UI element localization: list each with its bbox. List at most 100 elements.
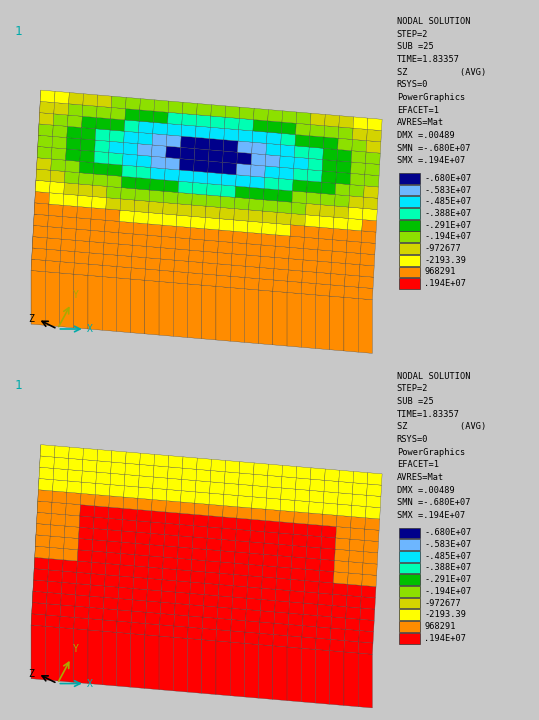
Polygon shape — [291, 568, 306, 580]
Polygon shape — [68, 447, 84, 459]
Polygon shape — [82, 471, 96, 483]
Polygon shape — [165, 512, 180, 524]
Polygon shape — [133, 222, 148, 235]
Bar — [399, 184, 420, 195]
Polygon shape — [367, 118, 382, 130]
Polygon shape — [51, 513, 66, 526]
Text: DMX =.00489: DMX =.00489 — [397, 485, 454, 495]
Polygon shape — [74, 263, 88, 275]
Bar — [399, 528, 420, 539]
Polygon shape — [163, 202, 177, 215]
Polygon shape — [318, 238, 333, 251]
Polygon shape — [122, 508, 137, 521]
Text: -.583E+07: -.583E+07 — [424, 186, 471, 194]
Polygon shape — [204, 240, 218, 253]
Polygon shape — [320, 194, 335, 206]
Polygon shape — [232, 597, 247, 610]
Polygon shape — [131, 256, 146, 269]
Polygon shape — [46, 593, 61, 605]
Polygon shape — [317, 261, 331, 274]
Polygon shape — [345, 252, 361, 265]
Polygon shape — [182, 456, 197, 469]
Polygon shape — [266, 132, 281, 145]
Polygon shape — [238, 141, 252, 153]
Polygon shape — [252, 131, 267, 143]
Polygon shape — [231, 619, 246, 632]
Polygon shape — [306, 558, 320, 570]
Polygon shape — [180, 502, 195, 514]
Polygon shape — [365, 152, 381, 164]
Polygon shape — [178, 536, 193, 548]
Polygon shape — [275, 246, 289, 258]
Polygon shape — [319, 570, 334, 583]
Polygon shape — [152, 488, 167, 500]
Polygon shape — [218, 241, 233, 253]
Polygon shape — [82, 459, 97, 472]
Polygon shape — [75, 595, 90, 608]
Polygon shape — [248, 210, 263, 222]
Polygon shape — [202, 263, 217, 275]
Polygon shape — [244, 289, 259, 343]
Polygon shape — [48, 215, 63, 228]
Polygon shape — [280, 499, 295, 512]
Text: DMX =.00489: DMX =.00489 — [397, 131, 454, 140]
Polygon shape — [309, 136, 324, 148]
Polygon shape — [95, 129, 110, 141]
Polygon shape — [137, 510, 151, 522]
Polygon shape — [234, 552, 249, 564]
Polygon shape — [105, 209, 120, 222]
Polygon shape — [365, 163, 379, 176]
Polygon shape — [217, 253, 232, 265]
Polygon shape — [117, 256, 132, 268]
Polygon shape — [303, 248, 318, 261]
Polygon shape — [132, 246, 147, 258]
Polygon shape — [351, 505, 366, 518]
Polygon shape — [360, 619, 374, 631]
Polygon shape — [50, 181, 64, 194]
Polygon shape — [34, 546, 36, 611]
Polygon shape — [164, 534, 179, 547]
Polygon shape — [206, 195, 221, 207]
Polygon shape — [289, 248, 303, 260]
Polygon shape — [360, 253, 375, 266]
Polygon shape — [102, 631, 116, 686]
Polygon shape — [319, 228, 333, 240]
Polygon shape — [207, 527, 222, 539]
Polygon shape — [278, 179, 293, 191]
Polygon shape — [147, 590, 162, 602]
Polygon shape — [110, 119, 125, 131]
Polygon shape — [222, 174, 236, 186]
Polygon shape — [74, 618, 88, 630]
Polygon shape — [102, 620, 117, 632]
Polygon shape — [209, 150, 223, 162]
Polygon shape — [45, 615, 60, 627]
Polygon shape — [293, 534, 307, 546]
Text: SMN =-.680E+07: SMN =-.680E+07 — [397, 498, 470, 508]
Polygon shape — [287, 636, 302, 648]
Polygon shape — [120, 199, 135, 212]
Polygon shape — [136, 166, 151, 179]
Polygon shape — [218, 595, 233, 608]
Polygon shape — [316, 627, 331, 639]
Text: SMX =.194E+07: SMX =.194E+07 — [397, 511, 465, 520]
Polygon shape — [316, 272, 331, 285]
Polygon shape — [53, 469, 68, 481]
Polygon shape — [239, 107, 254, 120]
Polygon shape — [139, 464, 154, 477]
Text: NODAL SOLUTION: NODAL SOLUTION — [397, 17, 470, 26]
Polygon shape — [54, 91, 70, 104]
Bar — [399, 586, 420, 597]
Polygon shape — [308, 513, 323, 526]
Polygon shape — [122, 520, 137, 532]
Polygon shape — [163, 557, 177, 570]
Polygon shape — [110, 462, 126, 474]
Polygon shape — [288, 258, 303, 271]
Polygon shape — [279, 167, 294, 180]
Polygon shape — [173, 283, 188, 338]
Polygon shape — [119, 576, 134, 588]
Polygon shape — [190, 582, 205, 595]
Polygon shape — [221, 185, 236, 197]
Polygon shape — [192, 548, 206, 561]
Polygon shape — [217, 264, 231, 276]
Polygon shape — [154, 454, 169, 467]
